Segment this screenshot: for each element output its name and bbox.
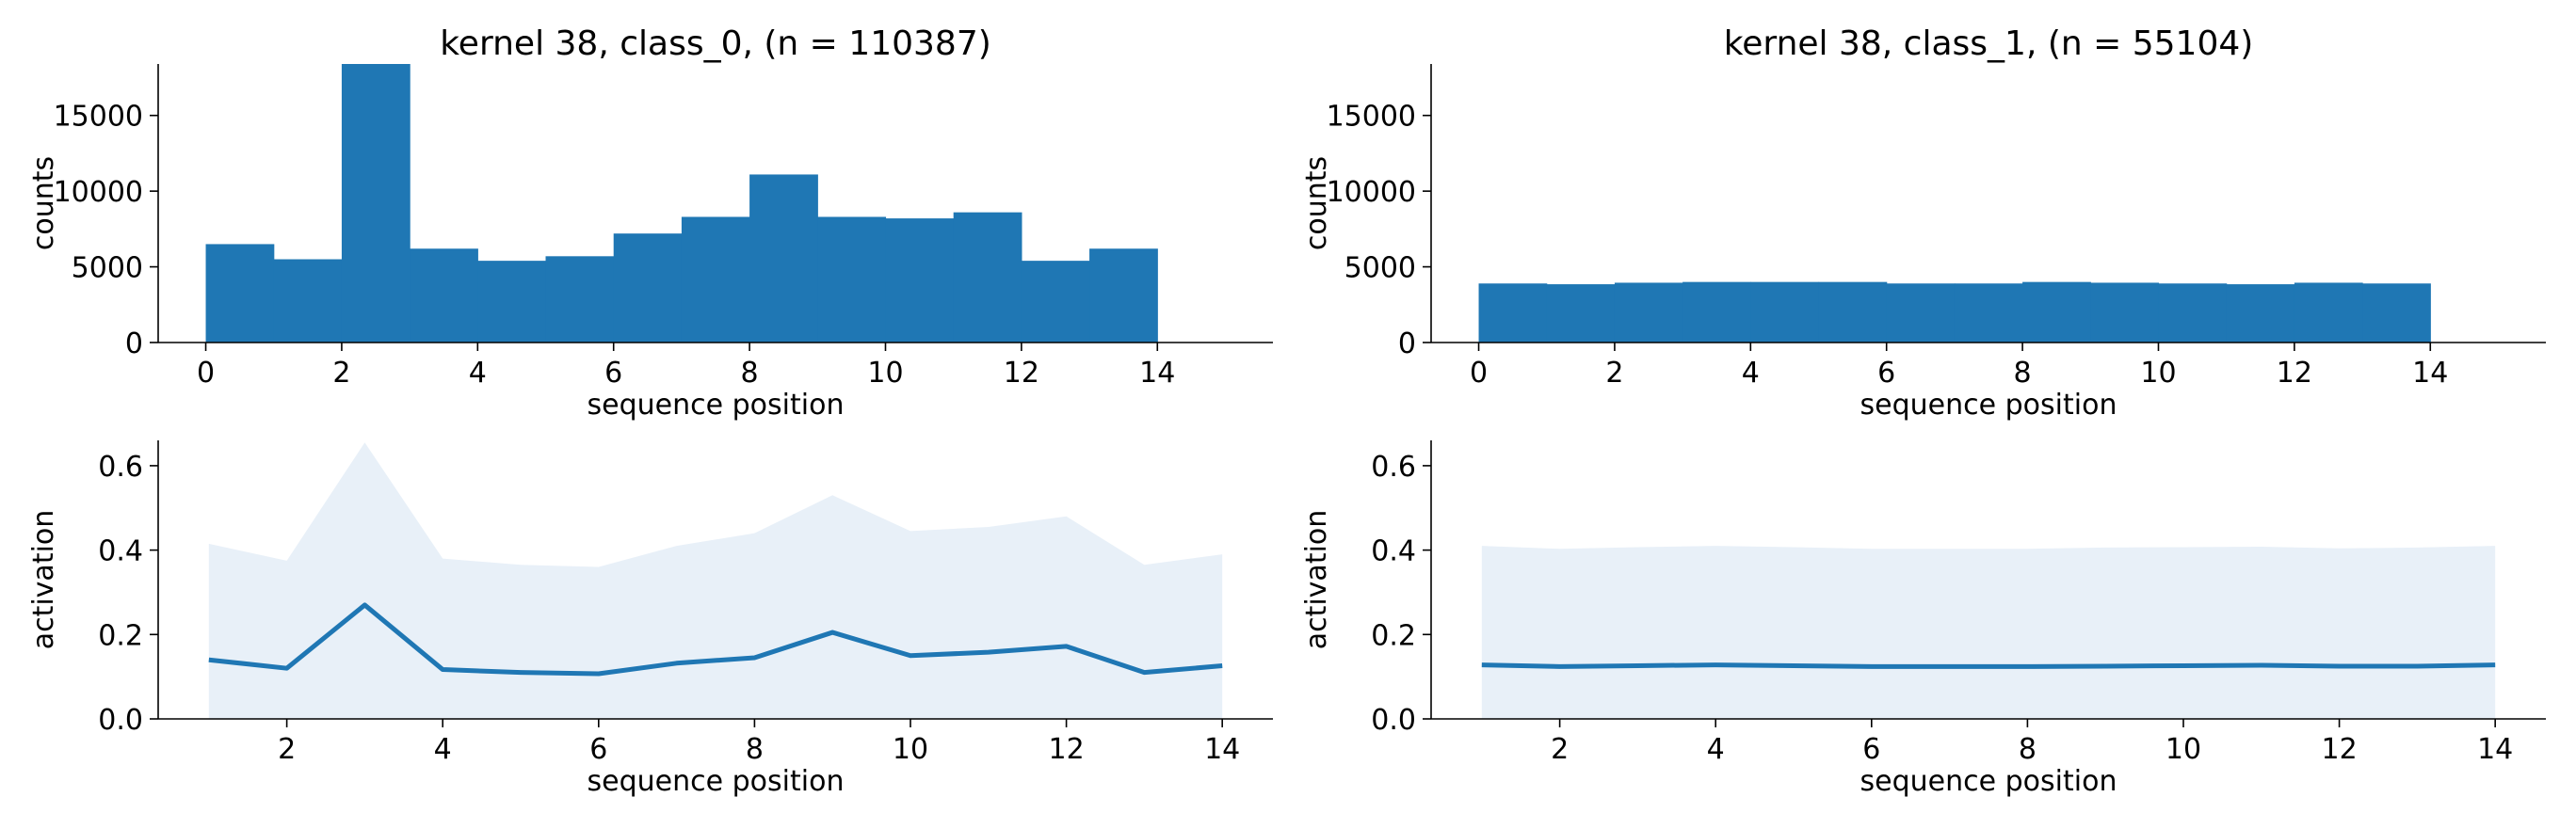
x-tick-label: 8 xyxy=(2014,357,2032,390)
x-tick-label: 0 xyxy=(1470,357,1488,390)
x-tick-label: 8 xyxy=(741,357,759,390)
x-tick-label: 14 xyxy=(2412,357,2448,390)
x-tick-label: 2 xyxy=(332,357,350,390)
x-tick-label: 10 xyxy=(2165,733,2201,766)
chart-title: kernel 38, class_0, (n = 110387) xyxy=(440,24,991,63)
bar-11 xyxy=(953,212,1022,343)
bar-10 xyxy=(2158,283,2228,343)
x-tick-label: 4 xyxy=(1742,357,1760,390)
y-tick-label: 0.0 xyxy=(1371,704,1416,737)
x-axis-label: sequence position xyxy=(1860,765,2117,798)
y-axis-label: activation xyxy=(1300,510,1333,650)
y-tick-label: 5000 xyxy=(1344,252,1416,285)
x-tick-label: 14 xyxy=(1204,733,1240,766)
y-axis-label: counts xyxy=(1300,156,1333,250)
y-tick-label: 0.4 xyxy=(1371,535,1416,568)
bar-2 xyxy=(1614,282,1683,343)
bar-12 xyxy=(2294,282,2363,343)
x-tick-label: 8 xyxy=(2019,733,2037,766)
panel-hist-class1: 0 2 4 6 8 10 12 14 0 5000 10000 15000 sequence posit… xyxy=(1300,24,2546,422)
x-tick-label: 6 xyxy=(604,357,622,390)
y-tick-label: 0.0 xyxy=(98,704,143,737)
bar-3 xyxy=(1682,281,1751,343)
x-axis-label: sequence position xyxy=(588,765,845,798)
activation-mean-line xyxy=(208,602,1223,677)
bar-12 xyxy=(1021,261,1090,343)
y-tick-label: 0 xyxy=(1398,327,1416,360)
x-tick-label: 4 xyxy=(434,733,452,766)
bar-9 xyxy=(817,216,887,343)
bar-11 xyxy=(2226,284,2295,343)
y-tick-label: 0 xyxy=(125,327,143,360)
x-tick-label: 2 xyxy=(278,733,296,766)
bar-4 xyxy=(1750,281,1820,343)
x-tick-label: 12 xyxy=(1048,733,1084,766)
bar-10 xyxy=(885,218,955,343)
x-tick-label: 2 xyxy=(1605,357,1623,390)
y-axis-label: activation xyxy=(27,510,60,650)
bar-6 xyxy=(1886,283,1956,343)
bar-7 xyxy=(681,216,750,343)
y-tick-label: 0.2 xyxy=(1371,619,1416,652)
bar-8 xyxy=(749,174,818,343)
x-tick-label: 4 xyxy=(1707,733,1725,766)
bar-4 xyxy=(477,261,547,343)
x-tick-label: 2 xyxy=(1551,733,1569,766)
x-axis-label: sequence position xyxy=(1860,389,2117,422)
bar-13 xyxy=(1089,248,1158,343)
chart-title: kernel 38, class_1, (n = 55104) xyxy=(1724,24,2254,63)
y-tick-label: 0.6 xyxy=(98,451,143,484)
x-axis-label: sequence position xyxy=(588,389,845,422)
x-tick-label: 0 xyxy=(197,357,215,390)
x-tick-label: 6 xyxy=(589,733,607,766)
activation-band xyxy=(1481,546,2496,719)
bar-2 xyxy=(341,64,411,343)
bar-7 xyxy=(1954,283,2023,343)
bar-5 xyxy=(545,256,615,343)
bar-5 xyxy=(1818,281,1888,343)
bar-3 xyxy=(410,248,478,343)
x-tick-label: 14 xyxy=(1139,357,1175,390)
x-tick-label: 14 xyxy=(2477,733,2513,766)
activation-mean-line xyxy=(1481,662,2496,669)
y-tick-label: 0.2 xyxy=(98,619,143,652)
panel-act-class1: 2 4 6 8 10 12 14 0.0 0.2 0.4 0.6 sequence position a… xyxy=(1300,440,2546,798)
bar-6 xyxy=(613,233,683,343)
x-tick-label: 10 xyxy=(893,733,928,766)
y-tick-label: 15000 xyxy=(54,101,143,134)
bar-13 xyxy=(2362,283,2431,343)
x-tick-label: 12 xyxy=(1004,357,1039,390)
y-axis-label: counts xyxy=(27,156,60,250)
bar-8 xyxy=(2022,281,2091,343)
x-tick-label: 6 xyxy=(1862,733,1880,766)
bar-0 xyxy=(1478,283,1548,343)
activation-band xyxy=(208,442,1223,719)
panel-act-class0: 2 4 6 8 10 12 14 0.0 0.2 0.4 0.6 sequence position a… xyxy=(27,440,1273,798)
y-tick-label: 0.6 xyxy=(1371,451,1416,484)
y-tick-label: 10000 xyxy=(54,176,143,209)
x-tick-label: 12 xyxy=(2277,357,2312,390)
x-tick-label: 12 xyxy=(2321,733,2357,766)
y-tick-label: 0.4 xyxy=(98,535,143,568)
panel-hist-class0: 0 2 4 6 8 10 12 14 0 5000 10000 15000 sequence posit… xyxy=(27,24,1273,422)
y-tick-label: 10000 xyxy=(1327,176,1416,209)
x-tick-label: 8 xyxy=(746,733,764,766)
y-tick-label: 5000 xyxy=(72,252,143,285)
x-tick-label: 4 xyxy=(469,357,487,390)
bar-1 xyxy=(273,259,343,343)
x-tick-label: 10 xyxy=(2140,357,2176,390)
bar-0 xyxy=(205,244,275,343)
bar-9 xyxy=(2090,282,2160,343)
x-tick-label: 6 xyxy=(1877,357,1895,390)
y-tick-label: 15000 xyxy=(1327,101,1416,134)
x-tick-label: 10 xyxy=(867,357,903,390)
bar-1 xyxy=(1546,284,1616,343)
